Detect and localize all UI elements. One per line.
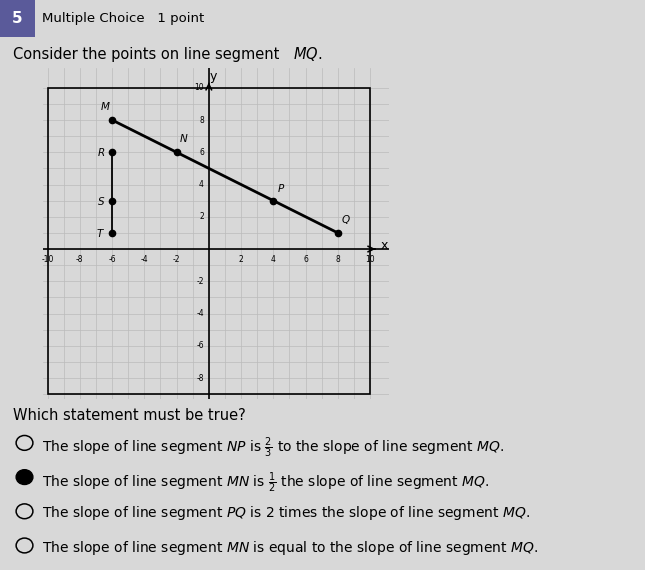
Text: -6: -6 xyxy=(196,341,204,351)
Text: -2: -2 xyxy=(173,255,181,264)
Text: -6: -6 xyxy=(108,255,116,264)
Text: 6: 6 xyxy=(199,148,204,157)
Text: $\mathit{R}$: $\mathit{R}$ xyxy=(97,146,104,158)
Text: -2: -2 xyxy=(197,277,204,286)
Text: 8: 8 xyxy=(199,116,204,124)
Text: y: y xyxy=(210,70,217,83)
Text: 4: 4 xyxy=(199,180,204,189)
Text: 8: 8 xyxy=(335,255,340,264)
Text: $\mathit{P}$: $\mathit{P}$ xyxy=(277,182,286,194)
Text: The slope of line segment $\mathit{MN}$ is equal to the slope of line segment $\: The slope of line segment $\mathit{MN}$ … xyxy=(42,539,538,557)
Text: $\mathit{T}$: $\mathit{T}$ xyxy=(96,227,104,239)
Text: The slope of line segment $\mathit{MN}$ is $\frac{1}{2}$ the slope of line segme: The slope of line segment $\mathit{MN}$ … xyxy=(42,470,490,495)
Text: $\mathit{Q}$: $\mathit{Q}$ xyxy=(341,213,351,226)
Text: $\mathit{N}$: $\mathit{N}$ xyxy=(179,132,188,144)
Text: 4: 4 xyxy=(271,255,276,264)
Text: -4: -4 xyxy=(141,255,148,264)
Text: The slope of line segment $\mathit{PQ}$ is 2 times the slope of line segment $\m: The slope of line segment $\mathit{PQ}$ … xyxy=(42,504,530,523)
Text: 2: 2 xyxy=(199,212,204,221)
Text: 2: 2 xyxy=(239,255,243,264)
Text: -8: -8 xyxy=(197,373,204,382)
Text: $\mathit{M}$: $\mathit{M}$ xyxy=(100,100,111,112)
Text: -10: -10 xyxy=(41,255,54,264)
Text: -8: -8 xyxy=(76,255,84,264)
Text: The slope of line segment $\mathit{NP}$ is $\frac{2}{3}$ to the slope of line se: The slope of line segment $\mathit{NP}$ … xyxy=(42,436,504,461)
Text: Multiple Choice   1 point: Multiple Choice 1 point xyxy=(42,12,204,25)
Bar xyxy=(0,0,35,37)
Text: $\mathit{S}$: $\mathit{S}$ xyxy=(97,194,104,207)
Text: 6: 6 xyxy=(303,255,308,264)
Text: 5: 5 xyxy=(12,11,23,26)
Text: -4: -4 xyxy=(196,309,204,318)
Text: 10: 10 xyxy=(365,255,375,264)
Text: Which statement must be true?: Which statement must be true? xyxy=(13,408,246,422)
Text: x: x xyxy=(381,239,388,253)
Text: 10: 10 xyxy=(194,83,204,92)
Text: Consider the points on line segment: Consider the points on line segment xyxy=(13,47,284,62)
Text: $\mathit{MQ}$.: $\mathit{MQ}$. xyxy=(293,45,322,63)
